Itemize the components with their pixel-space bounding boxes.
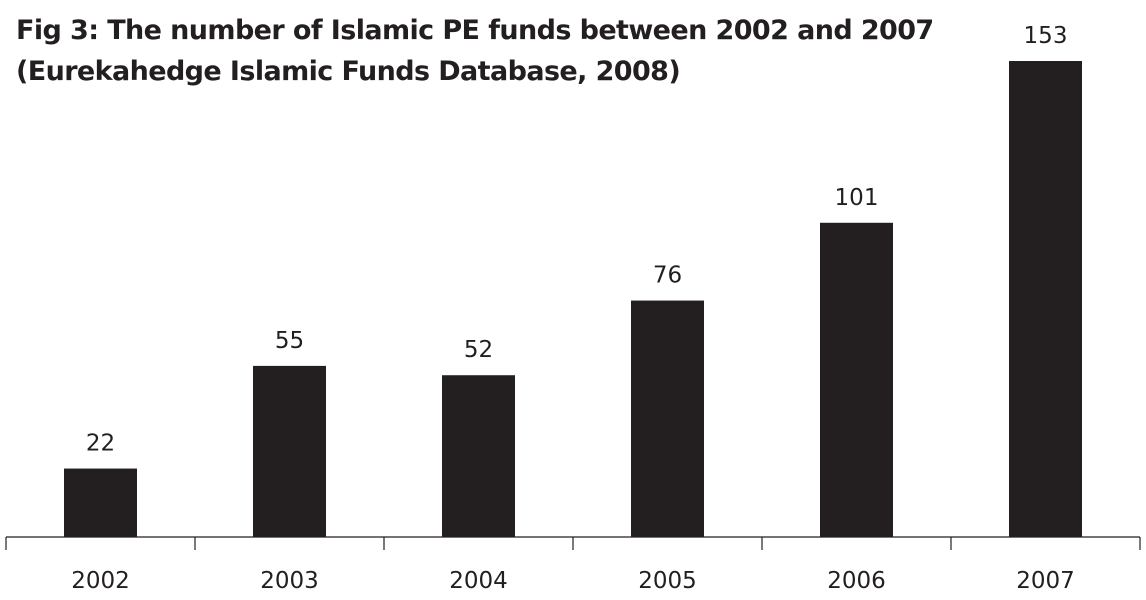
- x-axis-tick-labels: 2002 2003 2004 2005 2006 2007: [71, 568, 1075, 594]
- bar-2002: [64, 468, 137, 537]
- value-labels-layer: 22 55 52 76 101 153: [86, 23, 1068, 457]
- bar-2004: [442, 375, 515, 537]
- x-tick-label-2004: 2004: [449, 568, 508, 594]
- bar-2005: [631, 300, 704, 537]
- bar-2003: [253, 365, 326, 537]
- value-label-2006: 101: [835, 185, 879, 211]
- value-label-2005: 76: [653, 263, 682, 289]
- bar-2006: [820, 222, 893, 537]
- value-label-2002: 22: [86, 431, 115, 457]
- chart-title-block: Fig 3: The number of Islamic PE funds be…: [16, 10, 934, 92]
- bars-layer: [64, 61, 1082, 537]
- chart-subtitle: (Eurekahedge Islamic Funds Database, 200…: [16, 56, 681, 87]
- chart-title: Fig 3: The number of Islamic PE funds be…: [16, 15, 934, 46]
- x-tick-label-2007: 2007: [1016, 568, 1075, 594]
- value-label-2004: 52: [464, 337, 493, 363]
- x-tick-label-2005: 2005: [638, 568, 697, 594]
- x-tick-label-2003: 2003: [260, 568, 319, 594]
- value-label-2003: 55: [275, 328, 304, 354]
- value-label-2007: 153: [1024, 23, 1068, 49]
- x-tick-label-2006: 2006: [827, 568, 886, 594]
- x-tick-label-2002: 2002: [71, 568, 130, 594]
- bar-2007: [1009, 61, 1082, 537]
- x-axis-ticks: [5, 537, 1141, 550]
